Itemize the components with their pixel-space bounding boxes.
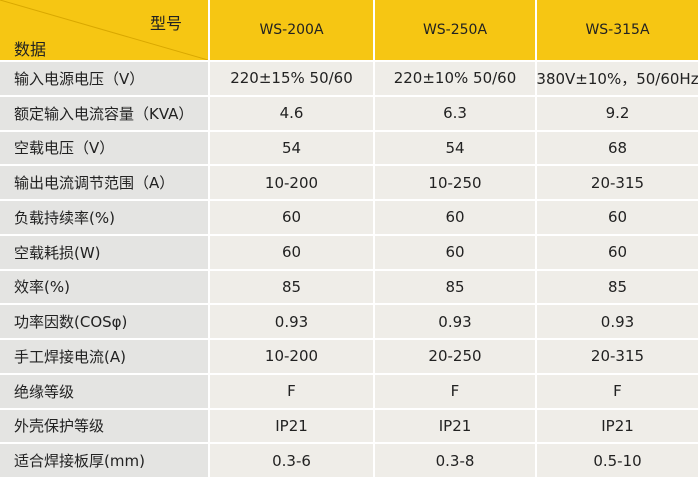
diagonal-line xyxy=(0,0,208,60)
row-label: 外壳保护等级 xyxy=(0,409,208,443)
row-label: 空载耗损(W) xyxy=(0,235,208,269)
value-cell: 220±15% 50/60 xyxy=(210,62,373,95)
corner-cell: 型号 数据 xyxy=(0,0,208,60)
column-header: WS-200A xyxy=(210,0,373,60)
value-cell: 60 xyxy=(537,235,698,269)
corner-diagonal xyxy=(0,0,208,60)
value-cell: 85 xyxy=(375,270,535,304)
value-cell: 20-250 xyxy=(375,340,535,373)
value-cell: IP21 xyxy=(537,409,698,443)
value-cell: 0.93 xyxy=(210,305,373,338)
corner-bottom: 数据 xyxy=(14,40,47,59)
value-cell: 60 xyxy=(375,235,535,269)
row-label: 输出电流调节范围（A） xyxy=(0,166,208,199)
row-label: 适合焊接板厚(mm) xyxy=(0,444,208,477)
value-cell: F xyxy=(375,374,535,408)
value-cell: 9.2 xyxy=(537,96,698,130)
value-cell: F xyxy=(210,374,373,408)
value-cell: 10-250 xyxy=(375,166,535,199)
value-cell: 0.3-8 xyxy=(375,444,535,477)
value-cell: 10-200 xyxy=(210,166,373,199)
value-cell: 0.93 xyxy=(537,305,698,338)
value-cell: 220±10% 50/60 xyxy=(375,62,535,95)
value-cell: 60 xyxy=(537,201,698,234)
value-cell: 85 xyxy=(210,270,373,304)
row-label: 手工焊接电流(A) xyxy=(0,340,208,373)
column-header: WS-315A xyxy=(537,0,698,60)
value-cell: 0.3-6 xyxy=(210,444,373,477)
row-label: 负载持续率(%) xyxy=(0,201,208,234)
value-cell: F xyxy=(537,374,698,408)
row-label: 功率因数(COSφ) xyxy=(0,305,208,338)
value-cell: 6.3 xyxy=(375,96,535,130)
value-cell: IP21 xyxy=(210,409,373,443)
value-cell: 0.93 xyxy=(375,305,535,338)
value-cell: 4.6 xyxy=(210,96,373,130)
row-label: 效率(%) xyxy=(0,270,208,304)
value-cell: 54 xyxy=(375,131,535,165)
value-cell: 0.5-10 xyxy=(537,444,698,477)
row-label: 额定输入电流容量（KVA） xyxy=(0,96,208,130)
value-cell: 54 xyxy=(210,131,373,165)
value-cell: 85 xyxy=(537,270,698,304)
value-cell: 60 xyxy=(210,235,373,269)
value-cell: 60 xyxy=(210,201,373,234)
corner-top: 型号 xyxy=(150,14,183,33)
column-header: WS-250A xyxy=(375,0,535,60)
value-cell: 10-200 xyxy=(210,340,373,373)
value-cell: IP21 xyxy=(375,409,535,443)
value-cell: 60 xyxy=(375,201,535,234)
value-cell: 20-315 xyxy=(537,340,698,373)
row-label: 空载电压（V） xyxy=(0,131,208,165)
value-cell: 20-315 xyxy=(537,166,698,199)
value-cell: 68 xyxy=(537,131,698,165)
row-label: 绝缘等级 xyxy=(0,374,208,408)
row-label: 输入电源电压（V） xyxy=(0,62,208,95)
value-cell: 380V±10%，50/60Hz xyxy=(536,62,699,95)
